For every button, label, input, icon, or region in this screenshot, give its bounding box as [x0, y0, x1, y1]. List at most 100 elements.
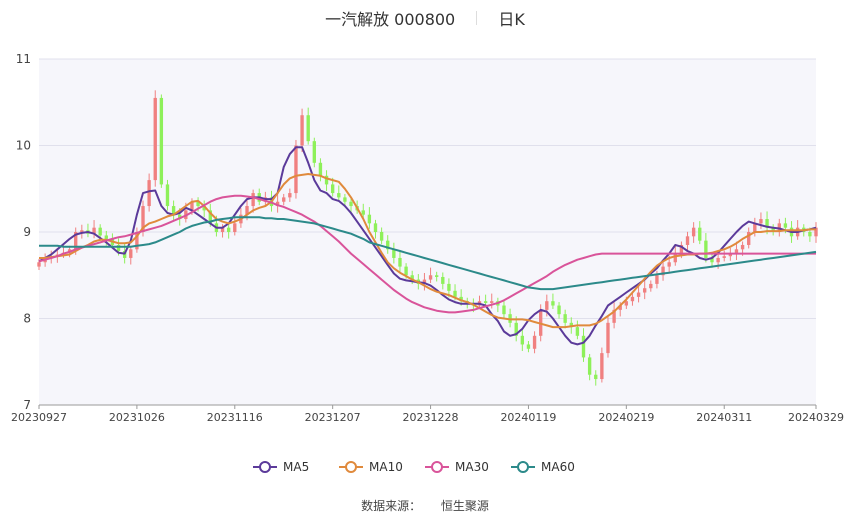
candle — [282, 193, 286, 206]
candle — [80, 224, 84, 239]
ma60-line — [39, 216, 817, 291]
candle — [563, 309, 567, 329]
candle — [594, 370, 598, 386]
source-value: 恒生聚源 — [440, 499, 489, 513]
candle-body — [636, 292, 641, 297]
candle — [434, 271, 439, 282]
candle-body — [587, 357, 592, 375]
legend-item-ma30[interactable]: MA30 — [425, 460, 489, 474]
candle-body — [618, 305, 622, 310]
candle — [747, 227, 751, 249]
candle-body — [404, 266, 408, 276]
candle-body — [545, 301, 549, 310]
candle-body — [459, 296, 463, 302]
candle — [575, 320, 580, 340]
candle-body — [704, 240, 708, 258]
candle-body — [673, 253, 677, 263]
candle-body — [569, 322, 573, 328]
candle-body — [679, 244, 684, 254]
x-tick-label: 20230927 — [11, 411, 67, 424]
candle — [92, 220, 96, 239]
x-tick-label: 20240219 — [598, 411, 654, 424]
candle-body — [159, 97, 164, 185]
candle — [171, 200, 176, 221]
x-tick-label: 20231207 — [305, 411, 361, 424]
candle-body — [220, 227, 225, 232]
candle — [251, 189, 255, 213]
candle — [532, 331, 537, 354]
candle-body — [275, 201, 280, 207]
candle-body — [747, 232, 751, 245]
candle — [294, 139, 298, 199]
candle-body — [171, 206, 176, 215]
period-label[interactable]: 日K — [498, 10, 525, 29]
candle — [557, 302, 561, 319]
candle — [722, 250, 726, 262]
ma30-line — [38, 194, 816, 314]
candle — [318, 158, 323, 182]
legend-swatch-marker — [517, 461, 529, 473]
candle-body — [361, 210, 365, 215]
candle-body — [600, 353, 604, 380]
legend-label: MA30 — [455, 460, 489, 474]
candle-body — [349, 201, 353, 207]
candle-body — [141, 206, 145, 232]
candle-body — [74, 232, 78, 250]
candle-body — [37, 262, 41, 267]
y-tick-label: 9 — [23, 225, 31, 239]
candle-body — [447, 283, 451, 291]
candle-body — [196, 201, 200, 207]
candle-body — [710, 257, 714, 263]
candle-body — [251, 193, 255, 207]
candle-body — [532, 335, 537, 349]
candle — [349, 197, 353, 213]
y-tick-label: 7 — [23, 398, 31, 412]
chart-title-bar: 一汽解放 000800 日K — [0, 6, 850, 30]
candle — [502, 301, 506, 318]
candle-body — [728, 254, 733, 257]
candle-body — [649, 283, 653, 289]
candle-body — [324, 175, 329, 185]
candle-body — [294, 145, 298, 194]
candle-body — [165, 184, 170, 207]
candle-body — [147, 180, 151, 207]
candle-body — [208, 210, 212, 224]
title-divider — [476, 11, 478, 25]
candle-body — [753, 223, 757, 232]
candle — [312, 137, 316, 168]
candle — [581, 328, 586, 362]
legend-item-ma10[interactable]: MA10 — [339, 460, 403, 474]
candle-body — [104, 235, 108, 239]
candle — [202, 200, 206, 217]
candle — [361, 203, 365, 220]
candle — [441, 272, 445, 290]
candle — [551, 293, 555, 309]
legend-item-ma60[interactable]: MA60 — [511, 460, 575, 474]
ma10-line — [39, 173, 816, 329]
data-source: 数据来源： 恒生聚源 — [0, 497, 850, 514]
candle — [398, 250, 402, 274]
source-label: 数据来源： — [361, 499, 422, 513]
candle-body — [783, 223, 788, 228]
candle — [814, 222, 818, 243]
candle — [153, 90, 157, 187]
candle — [685, 231, 690, 251]
candle — [691, 222, 696, 243]
candle — [526, 340, 531, 353]
candle-body — [526, 344, 531, 349]
candle — [275, 194, 280, 213]
candle-body — [129, 249, 133, 258]
candle — [612, 302, 616, 329]
candle-body — [698, 227, 702, 241]
candle-body — [233, 223, 237, 232]
legend-swatch-marker — [345, 461, 357, 473]
candle — [220, 224, 225, 238]
candle-body — [441, 276, 445, 284]
legend-item-ma5[interactable]: MA5 — [253, 460, 309, 474]
candle — [514, 316, 518, 342]
candle-body — [330, 184, 335, 194]
candle-body — [300, 115, 304, 146]
candle-body — [428, 275, 433, 280]
candle — [373, 219, 378, 239]
y-tick-label: 11 — [16, 52, 31, 66]
